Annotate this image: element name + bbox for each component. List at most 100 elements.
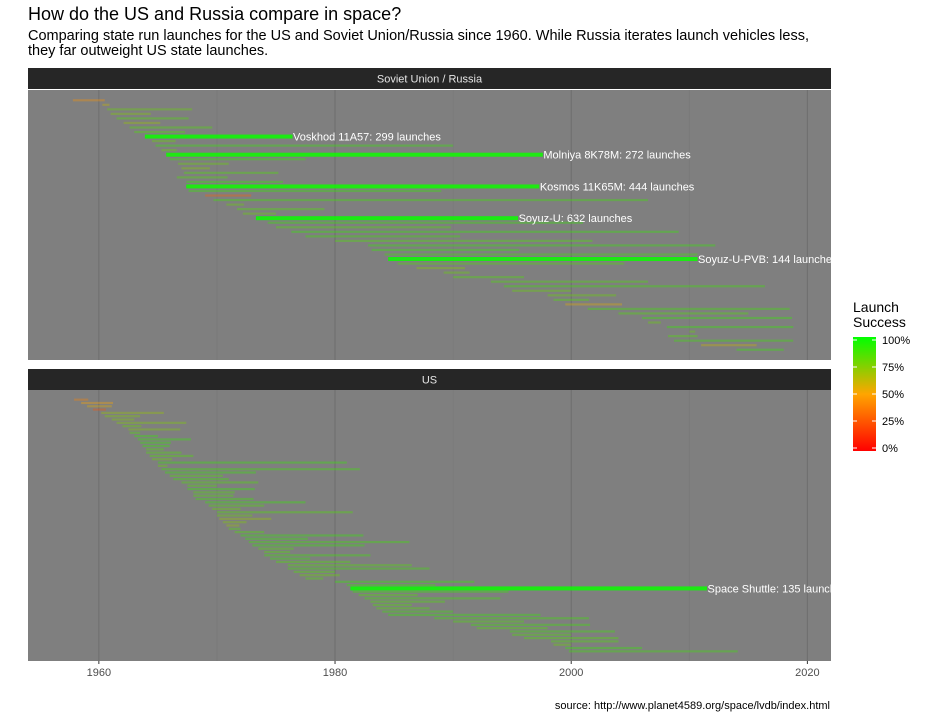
vehicle-bar (164, 471, 256, 474)
vehicle-bar (587, 307, 790, 311)
vehicle-bar (368, 244, 716, 247)
vehicle-bar (81, 401, 114, 405)
vehicle-bar (553, 643, 572, 646)
vehicle-bar (151, 139, 176, 143)
vehicle-bar (123, 121, 161, 125)
vehicle-bar (104, 415, 141, 418)
vehicle-bar (208, 504, 265, 507)
vehicle-bar (512, 633, 572, 636)
vehicle-bar (242, 212, 276, 215)
legend-title: Launch (853, 299, 899, 315)
vehicle-bar (384, 253, 698, 256)
vehicle-bar (186, 184, 540, 189)
vehicle-bar (701, 344, 757, 347)
vehicle-bar (736, 348, 784, 351)
vehicle-bar (226, 203, 245, 206)
vehicle-bar (222, 521, 247, 524)
chart-source: source: http://www.planet4589.org/space/… (554, 700, 830, 712)
vehicle-bar (149, 454, 194, 458)
vehicle-annotation: Space Shuttle: 135 launches (708, 583, 849, 595)
vehicle-bar (195, 497, 254, 501)
vehicle-bar (187, 487, 255, 491)
vehicle-annotation: Soyuz-U-PVB: 144 launches (698, 254, 838, 266)
vehicle-bar (352, 590, 509, 593)
vehicle-bar (565, 303, 622, 306)
vehicle-bar (509, 630, 615, 633)
vehicle-bar (512, 289, 572, 292)
vehicle-bar (689, 330, 696, 333)
vehicle-bar (193, 491, 235, 494)
grid (98, 390, 808, 661)
vehicle-bar (183, 171, 279, 174)
vehicle-bar (388, 613, 541, 617)
vehicle-bar (568, 650, 738, 653)
vehicle-bar (264, 550, 291, 554)
vehicle-bar (72, 99, 105, 102)
vehicle-bar (193, 494, 234, 497)
vehicle-bar (188, 189, 442, 193)
vehicle-bar (142, 444, 170, 448)
vehicle-bar (388, 257, 698, 262)
vehicle-bar (267, 221, 584, 224)
strip-background (28, 369, 831, 390)
x-tick-label: 1980 (323, 667, 347, 679)
vehicle-bar (122, 425, 142, 428)
vehicle-bars (72, 99, 794, 351)
vehicle-bar (618, 312, 749, 315)
vehicle-bar (364, 597, 501, 600)
vehicle-bar (161, 468, 360, 471)
vehicle-bar (116, 421, 187, 424)
vehicle-bar (443, 271, 470, 274)
vehicle-bar (237, 208, 325, 211)
vehicle-bar (74, 398, 89, 401)
vehicle-bar (187, 484, 217, 487)
chart-title: How do the US and Russia compare in spac… (28, 4, 402, 24)
vehicle-bar (248, 540, 410, 544)
vehicle-bar (137, 438, 191, 441)
vehicle-bar (275, 560, 351, 564)
vehicle-bar (166, 152, 543, 157)
vehicle-bar (673, 339, 794, 342)
vehicle-bar (270, 557, 311, 560)
legend-tick-label: 25% (882, 416, 904, 428)
vehicle-bar (434, 617, 589, 620)
vehicle-bar (287, 564, 412, 567)
vehicle-bar (547, 294, 617, 297)
vehicle-bar (173, 478, 229, 481)
vehicle-bar (370, 600, 445, 603)
strip-label: Soviet Union / Russia (377, 74, 483, 86)
legend-tick-label: 0% (882, 443, 898, 455)
vehicle-bar (101, 411, 164, 415)
vehicle-bar (551, 640, 619, 643)
grid (98, 90, 808, 360)
vehicle-bar (181, 167, 210, 170)
vehicle-bar (305, 577, 324, 580)
vehicle-bar (299, 574, 340, 577)
vehicle-bar (212, 507, 241, 511)
vehicle-bar (144, 134, 293, 139)
vehicle-bar (397, 262, 625, 265)
vehicle-bar (116, 117, 189, 120)
vehicle-bar (155, 144, 454, 147)
vehicle-bar (346, 584, 436, 587)
vehicle-bar (350, 586, 708, 591)
legend-tick-label: 75% (882, 362, 904, 374)
vehicle-bar (219, 517, 272, 520)
vehicle-bar (176, 176, 228, 179)
legend-tick-label: 100% (882, 335, 910, 347)
vehicle-bar (258, 547, 294, 550)
vehicle-bar (245, 537, 308, 540)
vehicle-bar (134, 130, 186, 134)
vehicle-bar (255, 216, 519, 221)
vehicle-bar (146, 451, 182, 454)
strip-label: US (422, 375, 437, 387)
vehicle-bar (335, 239, 593, 242)
vehicle-bar (240, 534, 364, 537)
vehicle-bar (110, 112, 151, 115)
vehicle-annotation: Molniya 8K78M: 272 launches (543, 150, 691, 162)
strip-background (28, 68, 831, 89)
vehicle-bar (371, 248, 520, 252)
vehicle-annotation: Kosmos 11K65M: 444 launches (540, 181, 695, 193)
vehicle-bar (129, 431, 141, 434)
